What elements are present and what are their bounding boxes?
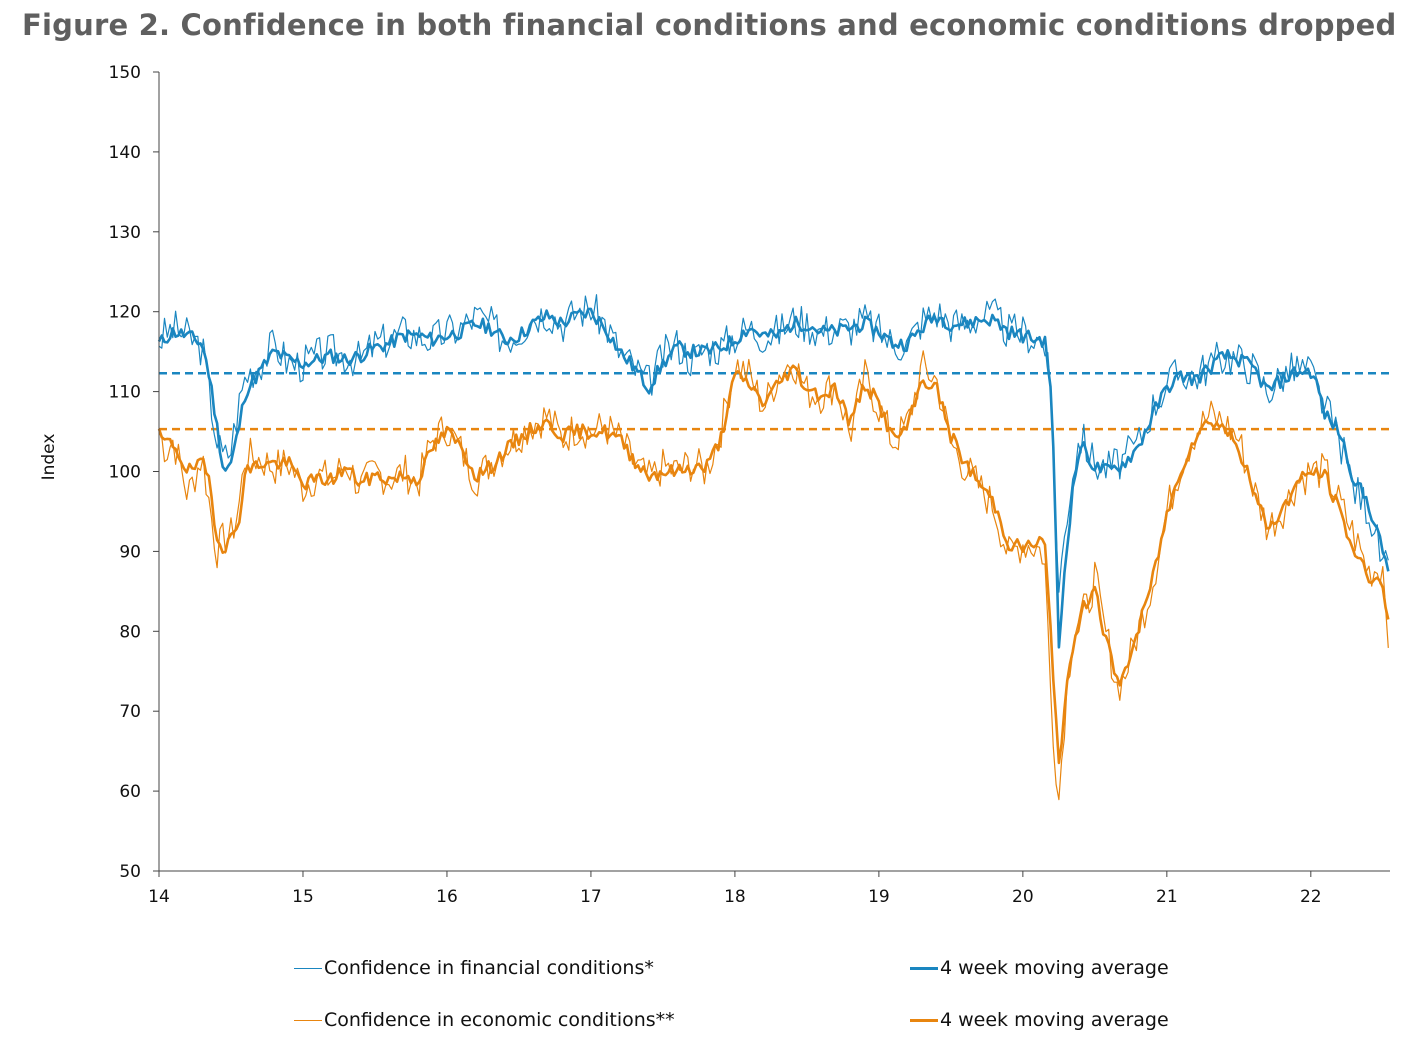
y-tick-label: 80 <box>119 622 141 642</box>
series-line-moving-average <box>157 307 1390 649</box>
y-tick-label: 90 <box>119 542 141 562</box>
y-tick-label: 60 <box>119 782 141 802</box>
series-line-raw <box>158 350 1389 801</box>
x-tick-label: 19 <box>868 887 890 907</box>
y-tick-label: 50 <box>119 862 141 882</box>
y-tick-label: 140 <box>109 143 141 163</box>
y-ticks: 50 60 70 80 90 100 110 120 130 140 150 <box>109 63 159 882</box>
y-tick-label: 150 <box>109 63 141 83</box>
legend-swatch-financial-ma <box>910 966 938 970</box>
x-tick-label: 21 <box>1156 887 1178 907</box>
legend-swatch-economic-ma <box>910 1018 938 1022</box>
legend-item-financial-ma: 4 week moving average <box>910 957 1169 979</box>
y-tick-label: 70 <box>119 702 141 722</box>
x-tick-label: 14 <box>148 887 170 907</box>
y-tick-label: 130 <box>109 223 141 243</box>
legend-item-economic: Confidence in economic conditions** <box>294 1009 675 1031</box>
legend-label-economic: Confidence in economic conditions** <box>324 1009 675 1031</box>
legend-label-economic-ma: 4 week moving average <box>940 1009 1169 1031</box>
chart-title: Figure 2. Confidence in both financial c… <box>22 8 1397 42</box>
reference-lines <box>159 371 1390 431</box>
series-layer <box>157 294 1390 801</box>
y-axis-label: Index <box>39 434 59 481</box>
legend-swatch-financial <box>294 967 322 969</box>
y-tick-label: 100 <box>109 463 141 483</box>
legend-item-economic-ma: 4 week moving average <box>910 1009 1169 1031</box>
y-tick-label: 110 <box>109 383 141 403</box>
series-line-raw <box>158 294 1389 593</box>
x-ticks: 14 15 16 17 18 19 20 21 22 <box>148 871 1322 907</box>
series-line-moving-average <box>157 364 1390 765</box>
legend-swatch-economic <box>294 1019 322 1021</box>
x-tick-label: 18 <box>724 887 746 907</box>
legend-label-financial-ma: 4 week moving average <box>940 957 1169 979</box>
x-tick-label: 20 <box>1012 887 1034 907</box>
x-tick-label: 15 <box>292 887 314 907</box>
legend-label-financial: Confidence in financial conditions* <box>324 957 654 979</box>
y-tick-label: 120 <box>109 303 141 323</box>
x-tick-label: 16 <box>436 887 458 907</box>
x-tick-label: 17 <box>580 887 602 907</box>
legend-item-financial: Confidence in financial conditions* <box>294 957 654 979</box>
x-tick-label: 22 <box>1300 887 1322 907</box>
